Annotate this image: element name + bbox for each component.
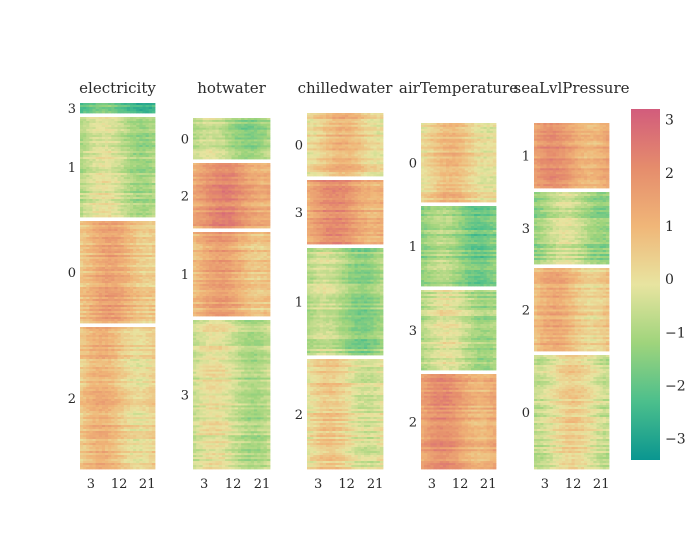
- x-tick-label: 12: [111, 477, 128, 492]
- colorbar-tick-label: 1: [665, 219, 674, 235]
- cluster-block: [421, 374, 497, 470]
- panel-title: airTemperature: [399, 79, 518, 97]
- cluster-label: 1: [522, 150, 530, 165]
- x-tick-label: 12: [338, 477, 355, 492]
- x-tick-label: 21: [139, 477, 156, 492]
- panel-title: chilledwater: [298, 79, 394, 97]
- x-tick-label: 21: [254, 477, 271, 492]
- cluster-label: 1: [68, 161, 76, 176]
- panel-title: hotwater: [197, 79, 266, 97]
- x-tick-label: 12: [225, 477, 242, 492]
- colorbar-gradient: [631, 109, 660, 460]
- cluster-label: 2: [522, 304, 530, 319]
- cluster-label: 0: [522, 406, 530, 421]
- panel-airTemperature: airTemperature 0 1 3 2 3 12 21: [399, 79, 518, 492]
- x-tick-label: 12: [565, 477, 582, 492]
- colorbar-tick-label: −3: [665, 432, 686, 448]
- cluster-block: [307, 248, 384, 356]
- cluster-block: [307, 359, 384, 470]
- cluster-block: [80, 103, 156, 114]
- colorbar-tick-label: 2: [665, 166, 674, 182]
- cluster-block: [193, 118, 271, 160]
- cluster-label: 3: [522, 222, 530, 237]
- cluster-block: [193, 163, 271, 229]
- x-tick-label: 3: [541, 477, 549, 492]
- panel-title: electricity: [79, 79, 156, 97]
- cluster-block: [307, 113, 384, 177]
- cluster-label: 2: [409, 416, 417, 431]
- cluster-label: 2: [68, 392, 76, 407]
- cluster-label: 0: [68, 266, 76, 281]
- cluster-label: 0: [295, 139, 303, 154]
- cluster-block: [421, 206, 497, 287]
- cluster-label: 3: [295, 206, 303, 221]
- cluster-label: 1: [409, 240, 417, 255]
- x-tick-label: 21: [593, 477, 610, 492]
- x-tick-label: 12: [452, 477, 469, 492]
- x-tick-label: 3: [87, 477, 95, 492]
- panel-title: seaLvlPressure: [514, 79, 630, 97]
- x-tick-label: 3: [428, 477, 436, 492]
- panel-seaLvlPressure: seaLvlPressure 1 3 2 0 3 12 21: [514, 79, 630, 492]
- cluster-block: [534, 355, 610, 470]
- x-tick-label: 21: [367, 477, 384, 492]
- cluster-block: [193, 232, 271, 317]
- cluster-label: 3: [68, 102, 76, 117]
- cluster-block: [80, 221, 156, 324]
- cluster-block: [421, 290, 497, 371]
- cluster-label: 3: [181, 389, 189, 404]
- cluster-label: 2: [295, 408, 303, 423]
- cluster-block: [193, 320, 271, 470]
- cluster-label: 2: [181, 190, 189, 205]
- cluster-label: 1: [181, 268, 189, 283]
- cluster-block: [534, 123, 610, 189]
- cluster-block: [534, 192, 610, 265]
- x-tick-label: 3: [200, 477, 208, 492]
- x-tick-label: 3: [314, 477, 322, 492]
- cluster-block: [307, 180, 384, 245]
- colorbar: 3 2 1 0 −1 −2 −3: [631, 109, 686, 460]
- cluster-block: [421, 123, 497, 203]
- colorbar-tick-label: 0: [665, 272, 674, 288]
- colorbar-tick-label: −1: [665, 325, 686, 341]
- cluster-label: 0: [181, 133, 189, 148]
- cluster-block: [534, 268, 610, 352]
- cluster-label: 1: [295, 296, 303, 311]
- colorbar-tick-label: 3: [665, 113, 674, 129]
- cluster-block: [80, 327, 156, 470]
- x-tick-label: 21: [480, 477, 497, 492]
- cluster-label: 0: [409, 157, 417, 172]
- cluster-label: 3: [409, 324, 417, 339]
- colorbar-tick-label: −2: [665, 379, 686, 395]
- cluster-block: [80, 117, 156, 218]
